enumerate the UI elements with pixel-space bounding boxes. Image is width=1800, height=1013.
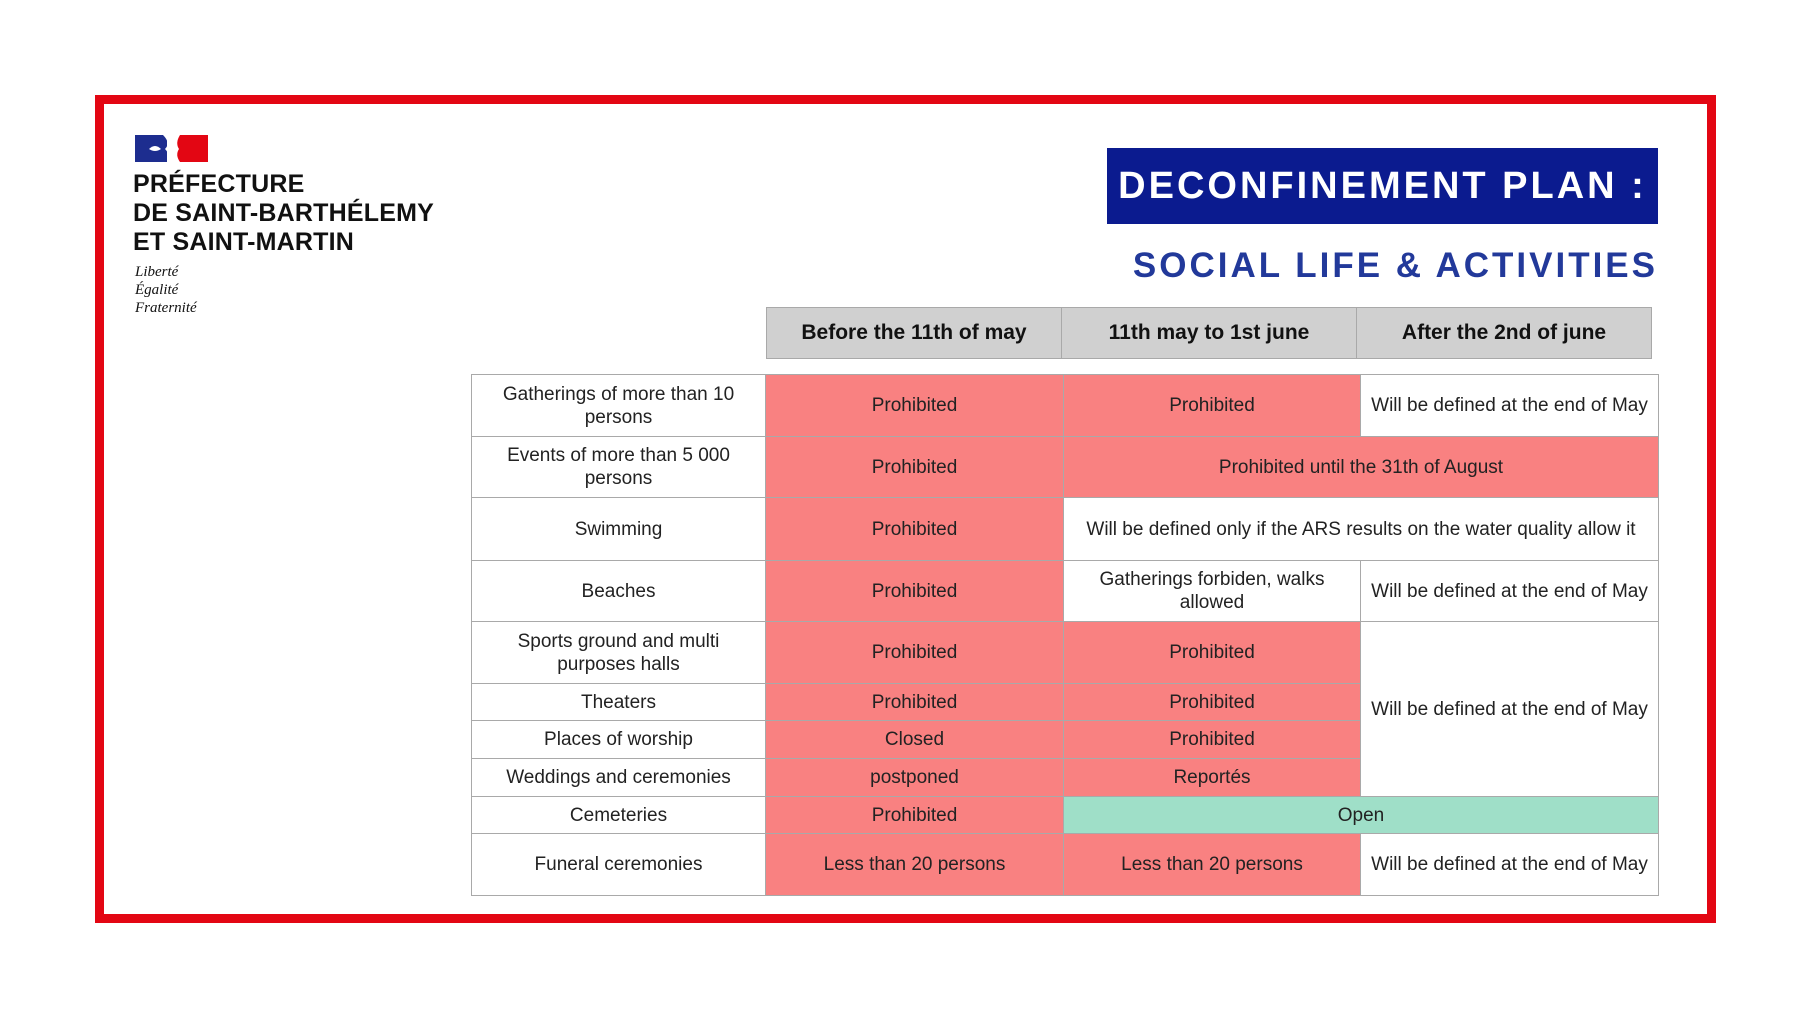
table-cell: Prohibited until the 31th of August (1063, 436, 1659, 498)
row-label: Events of more than 5 000 persons (471, 436, 766, 498)
prefecture-line: DE SAINT-BARTHÉLEMY (133, 199, 435, 227)
table-cell: Less than 20 persons (765, 833, 1064, 896)
table-cell: Will be defined at the end of May (1360, 560, 1659, 622)
row-label: Beaches (471, 560, 766, 622)
table-row: Beaches Prohibited Gatherings forbiden, wa… (471, 560, 1659, 622)
measures-table: Gatherings of more than 10 persons Prohib… (471, 374, 1659, 896)
row-label: Places of worship (471, 720, 766, 759)
motto-line: Fraternité (135, 300, 197, 316)
table-cell: Prohibited (1063, 621, 1361, 684)
table-cell: Prohibited (765, 796, 1064, 834)
motto: Liberté Égalité Fraternité (135, 263, 197, 317)
table-cell: Prohibited (765, 374, 1064, 437)
table-cell: Prohibited (1063, 374, 1361, 437)
column-header: Before the 11th of may (766, 307, 1062, 359)
table-cell: Reportés (1063, 758, 1361, 797)
table-row: Places of worship Closed Prohibited (471, 720, 1659, 759)
table-row: Sports ground and multi purposes halls Pr… (471, 621, 1659, 797)
table-row: Swimming Prohibited Will be defined only i… (471, 497, 1659, 561)
table-row: Cemeteries Prohibited Open (471, 796, 1659, 834)
red-frame (95, 95, 1716, 923)
table-cell: Will be defined at the end of May (1360, 621, 1659, 797)
table-row: Gatherings of more than 10 persons Prohib… (471, 374, 1659, 437)
motto-line: Égalité (135, 282, 179, 298)
row-label: Swimming (471, 497, 766, 561)
table-cell: Will be defined only if the ARS results … (1063, 497, 1659, 561)
row-label: Weddings and ceremonies (471, 758, 766, 797)
table-cell: postponed (765, 758, 1064, 797)
marianne-logo (135, 135, 208, 162)
table-cell: Prohibited (765, 683, 1064, 721)
row-label: Theaters (471, 683, 766, 721)
table-cell: Less than 20 persons (1063, 833, 1361, 896)
table-cell: Prohibited (765, 560, 1064, 622)
table-row: Funeral ceremonies Less than 20 persons Le… (471, 833, 1659, 896)
table-row: Events of more than 5 000 persons Prohibi… (471, 436, 1659, 498)
table-cell: Open (1063, 796, 1659, 834)
column-headers: Before the 11th of may 11th may to 1st j… (766, 307, 1652, 359)
table-cell: Prohibited (765, 497, 1064, 561)
table-cell: Will be defined at the end of May (1360, 833, 1659, 896)
table-cell: Closed (765, 720, 1064, 759)
prefecture-line: ET SAINT-MARTIN (133, 228, 355, 256)
column-header: After the 2nd of june (1356, 307, 1652, 359)
prefecture-line: PRÉFECTURE (133, 170, 305, 198)
motto-line: Liberté (135, 264, 179, 280)
row-label: Gatherings of more than 10 persons (471, 374, 766, 437)
table-cell: Gatherings forbiden, walks allowed (1063, 560, 1361, 622)
column-header: 11th may to 1st june (1061, 307, 1357, 359)
row-label: Funeral ceremonies (471, 833, 766, 896)
page-title: DECONFINEMENT PLAN : (1107, 148, 1658, 224)
table-cell: Prohibited (1063, 720, 1361, 759)
table-row: Theaters Prohibited Prohibited (471, 683, 1659, 721)
row-label: Cemeteries (471, 796, 766, 834)
table-cell: Prohibited (1063, 683, 1361, 721)
table-cell: Prohibited (765, 621, 1064, 684)
table-cell: Prohibited (765, 436, 1064, 498)
prefecture-name: PRÉFECTURE DE SAINT-BARTHÉLEMY ET SAINT-… (133, 170, 434, 257)
table-row: Weddings and ceremonies postponed Reportés (471, 758, 1659, 797)
table-cell: Will be defined at the end of May (1360, 374, 1659, 437)
page-subtitle: SOCIAL LIFE & ACTIVITIES (1132, 246, 1658, 285)
row-label: Sports ground and multi purposes halls (471, 621, 766, 684)
